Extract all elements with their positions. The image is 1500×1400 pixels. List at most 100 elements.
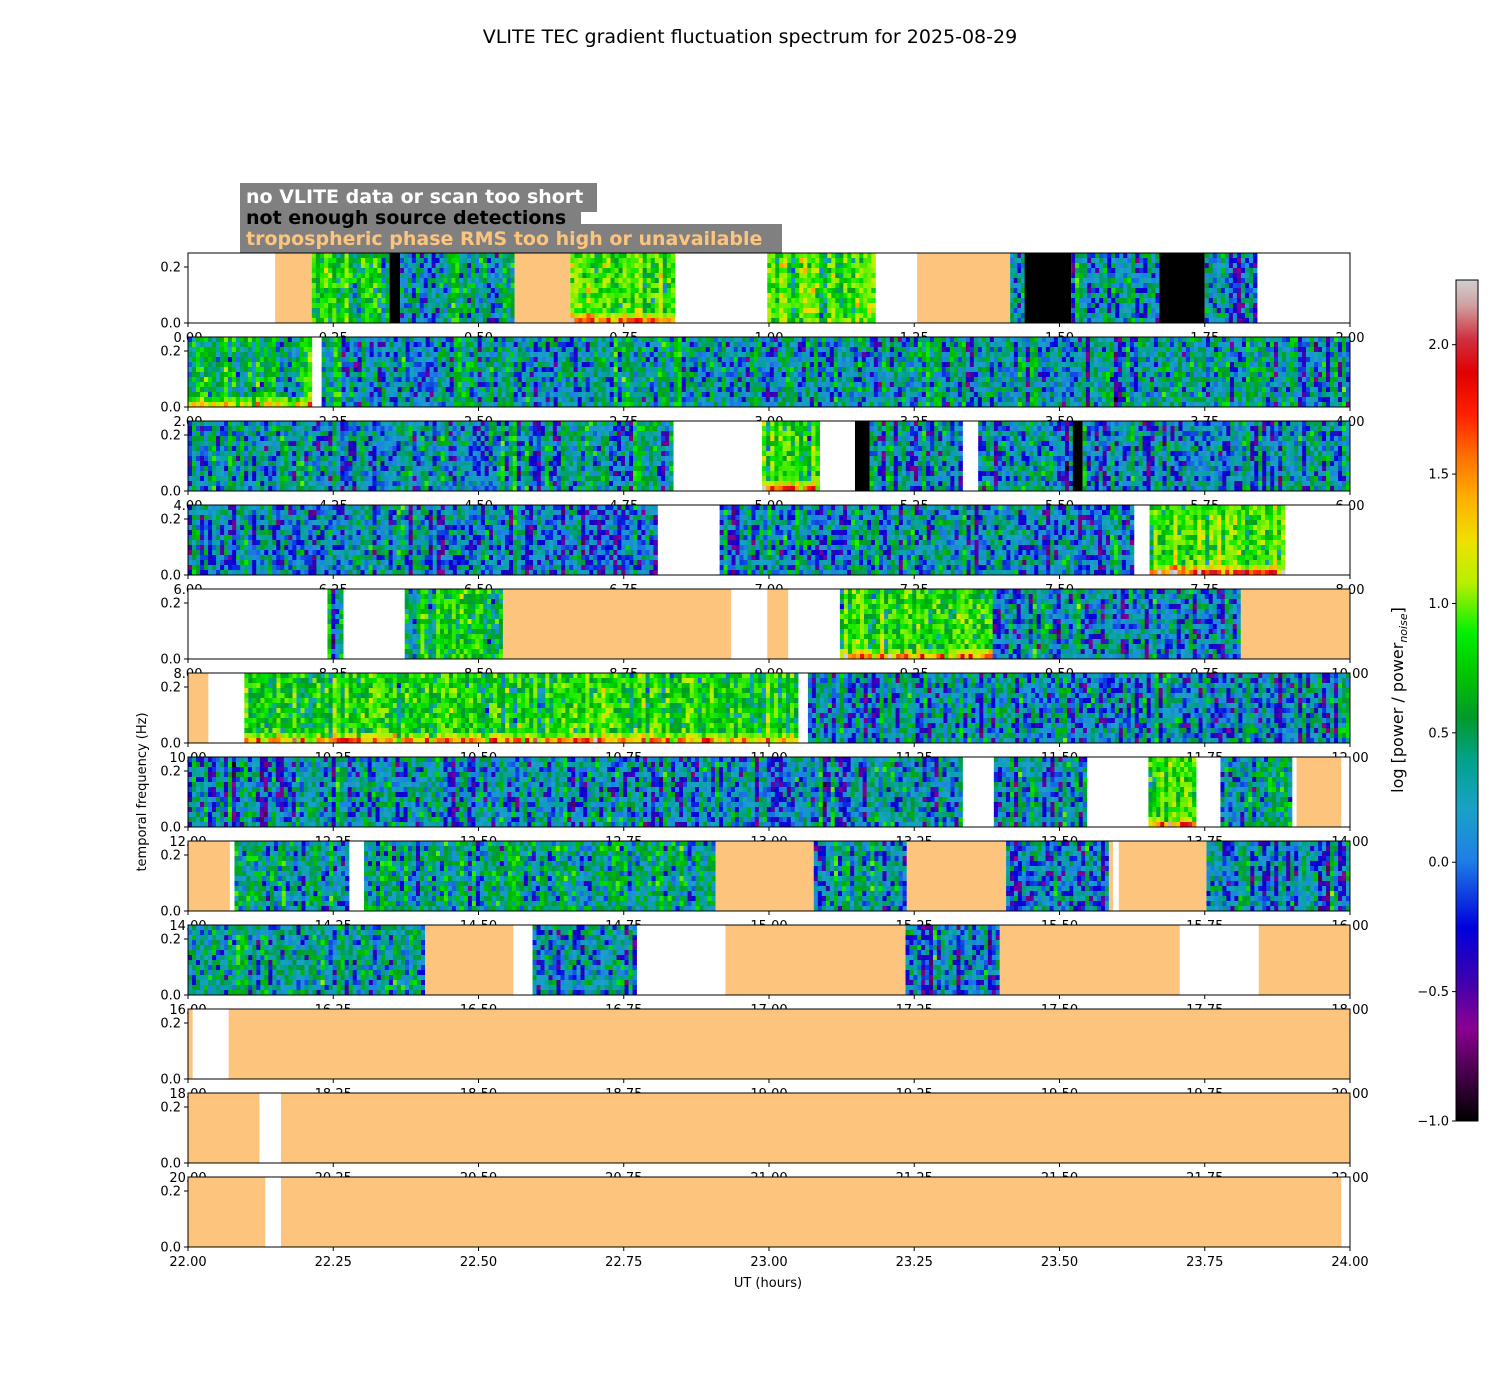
colorbar-tick-label: 0.0	[1428, 856, 1449, 871]
colorbar-tick-label: 1.0	[1428, 597, 1449, 612]
spectrum-segment	[762, 421, 820, 491]
panel-12: 0.00.222.00 22.25 22.50 22.75 23.00 23.25 23.5…	[160, 1177, 1368, 1270]
colorbar: −1.0 −0.5 0.0 0.5 1.0 1.5 2.0 log [power / powe…	[1388, 280, 1478, 1130]
spectrum-segment	[814, 841, 907, 911]
tropo-segment	[725, 925, 905, 995]
y-tick-label: 0.0	[160, 1073, 181, 1088]
panel-1: 0.00.20.000.250.500.751.001.251.501.752.…	[160, 253, 1364, 346]
y-tick-label: 0.0	[160, 1157, 181, 1172]
y-tick-label: 0.0	[160, 401, 181, 416]
spectrum-segment	[720, 505, 1135, 575]
colorbar-label: log [power / powernoise]	[1388, 607, 1410, 793]
spectrum-segment	[767, 253, 875, 323]
y-tick-label: 0.0	[160, 989, 181, 1004]
panel-2: 0.00.22.002.252.502.753.003.253.503.754.…	[160, 337, 1364, 430]
tropo-segment	[425, 925, 513, 995]
y-tick-label: 0.2	[160, 513, 181, 528]
panel-7: 0.00.212.0012.2512.5012.7513.0013.2513.5…	[160, 757, 1368, 850]
x-tick-label: 24.00	[1331, 1255, 1368, 1270]
colorbar-tick-label: 1.5	[1428, 468, 1449, 483]
x-tick-label: 22.25	[315, 1255, 352, 1270]
tropo-segment	[229, 1009, 1350, 1079]
x-tick-label: 22.50	[460, 1255, 497, 1270]
panel-11: 0.00.220.0020.2520.5020.7521.0021.2521.5…	[160, 1093, 1368, 1186]
spectrum-segment	[244, 673, 798, 743]
y-tick-label: 0.0	[160, 569, 181, 584]
y-tick-label: 0.0	[160, 653, 181, 668]
x-tick-label: 23.75	[1186, 1255, 1223, 1270]
tropo-segment	[1109, 841, 1113, 911]
colorbar-gradient	[1456, 280, 1478, 1121]
tropo-segment	[188, 1009, 193, 1079]
tropo-segment	[188, 841, 230, 911]
colorbar-tick-label: −0.5	[1417, 985, 1449, 1000]
y-tick-label: 0.0	[160, 905, 181, 920]
spectrum-segment	[312, 253, 390, 323]
spectrum-segment	[533, 925, 637, 995]
y-tick-label: 0.0	[160, 317, 181, 332]
y-tick-label: 0.2	[160, 1185, 181, 1200]
legend-entry: no VLITE data or scan too short	[246, 186, 583, 208]
spectrum-segment	[1006, 841, 1109, 911]
spectrum-segment	[840, 589, 993, 659]
tropo-segment	[1297, 757, 1342, 827]
panel-9: 0.00.216.0016.2516.5016.7517.0017.2517.5…	[160, 925, 1368, 1018]
tropo-segment	[275, 253, 312, 323]
panel-8: 0.00.214.0014.2514.5014.7515.0015.2515.5…	[160, 841, 1368, 934]
chart-title: VLITE TEC gradient fluctuation spectrum …	[483, 26, 1017, 48]
legend-entry: tropospheric phase RMS too high or unava…	[246, 228, 762, 250]
no-detection-segment	[855, 421, 870, 491]
spectrum-segment	[327, 589, 343, 659]
x-tick-label: 22.75	[605, 1255, 642, 1270]
panels: 0.00.20.000.250.500.751.001.251.501.752.…	[160, 253, 1368, 1270]
x-tick-label: 23.25	[896, 1255, 933, 1270]
spectrum-segment	[1150, 505, 1286, 575]
spectrum-segment	[364, 841, 716, 911]
no-detection-segment	[1073, 421, 1083, 491]
panel-5: 0.00.28.008.258.508.759.009.259.509.7510…	[160, 589, 1368, 682]
spectrum-segment	[906, 925, 1001, 995]
tropo-segment	[188, 1177, 265, 1247]
panel-6: 0.00.210.0010.2510.5010.7511.0011.2511.5…	[160, 673, 1368, 766]
tropo-segment	[503, 589, 731, 659]
spectrum-segment	[188, 421, 674, 491]
y-tick-label: 0.2	[160, 1101, 181, 1116]
spectrum-segment	[188, 505, 658, 575]
panel-10: 0.00.218.0018.2518.5018.7519.0019.2519.5…	[160, 1009, 1368, 1102]
y-tick-label: 0.0	[160, 821, 181, 836]
y-tick-label: 0.2	[160, 429, 181, 444]
y-tick-label: 0.2	[160, 765, 181, 780]
tropo-segment	[188, 1093, 259, 1163]
spectrum-segment	[570, 253, 675, 323]
spectrum-segment	[188, 337, 312, 407]
colorbar-tick-label: 0.5	[1428, 726, 1449, 741]
y-tick-label: 0.2	[160, 681, 181, 696]
panel-3: 0.00.24.004.254.504.755.005.255.505.756.…	[160, 421, 1364, 514]
spectrum-segment	[978, 421, 1073, 491]
y-axis-label: temporal frequency (Hz)	[135, 712, 150, 871]
x-tick-label: 22.00	[169, 1255, 206, 1270]
panel-4: 0.00.26.006.256.506.757.007.257.507.758.…	[160, 505, 1364, 598]
no-detection-segment	[390, 253, 400, 323]
spectrum-segment	[870, 421, 963, 491]
tropo-segment	[515, 253, 571, 323]
y-tick-label: 0.2	[160, 849, 181, 864]
x-tick-label: 23.50	[1041, 1255, 1078, 1270]
colorbar-tick-label: 2.0	[1428, 338, 1449, 353]
y-tick-label: 0.2	[160, 261, 181, 276]
tropo-segment	[1259, 925, 1350, 995]
spectrum-segment	[1083, 421, 1351, 491]
spectrum-segment	[993, 589, 1241, 659]
spectrum-segment	[188, 925, 425, 995]
spectrum-segment	[808, 673, 1350, 743]
x-tick-label: 23.00	[750, 1255, 787, 1270]
tropo-segment	[188, 673, 208, 743]
tropo-segment	[907, 841, 1006, 911]
colorbar-tick-label: −1.0	[1417, 1115, 1449, 1130]
x-axis-label: UT (hours)	[734, 1276, 802, 1291]
spectrum-segment	[405, 589, 504, 659]
y-tick-label: 0.2	[160, 597, 181, 612]
spectrum-segment	[400, 253, 515, 323]
